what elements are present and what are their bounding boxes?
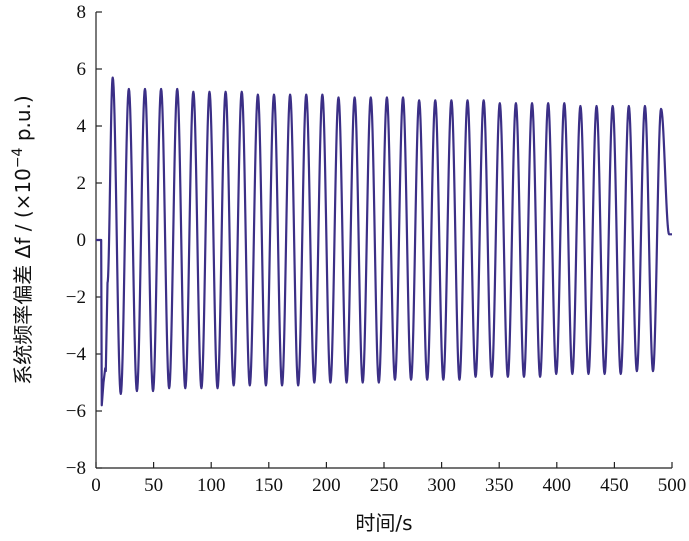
y-tick-label: −4	[66, 344, 87, 365]
y-tick-label: −8	[66, 458, 86, 479]
x-tick-label: 0	[91, 475, 101, 496]
y-tick-label: 4	[77, 116, 87, 137]
y-tick-label: 6	[77, 59, 87, 80]
y-axis-title-main: 系统频率偏差 Δf / (×10	[11, 168, 35, 385]
y-tick-label: 2	[77, 173, 87, 194]
x-tick-label: 100	[197, 475, 226, 496]
x-tick-label: 350	[485, 475, 514, 496]
y-tick-label: −6	[66, 401, 86, 422]
x-tick-label: 300	[427, 475, 456, 496]
series-line	[95, 76, 673, 407]
y-tick-label: 8	[77, 2, 87, 23]
y-axis-title: 系统频率偏差 Δf / (×10−4 p.u.)	[10, 95, 35, 384]
y-tick-label: 0	[77, 230, 87, 251]
y-tick-label: −2	[66, 287, 86, 308]
x-tick-label: 150	[255, 475, 284, 496]
y-axis-title-unit: p.u.)	[11, 95, 35, 147]
x-tick-label: 250	[370, 475, 399, 496]
axes	[95, 12, 672, 469]
x-axis-title: 时间/s	[355, 511, 412, 535]
x-ticks: 0 50 100 150 200 250 300 350 400 450 500	[91, 462, 686, 496]
x-tick-label: 450	[600, 475, 629, 496]
y-axis-title-exponent: −4	[10, 147, 26, 168]
x-tick-label: 400	[543, 475, 572, 496]
plot-area	[95, 76, 673, 407]
x-tick-label: 500	[658, 475, 687, 496]
x-tick-label: 200	[312, 475, 341, 496]
x-tick-label: 50	[144, 475, 163, 496]
y-ticks: −8 −6 −4 −2 0 2 4 6 8	[66, 2, 102, 479]
